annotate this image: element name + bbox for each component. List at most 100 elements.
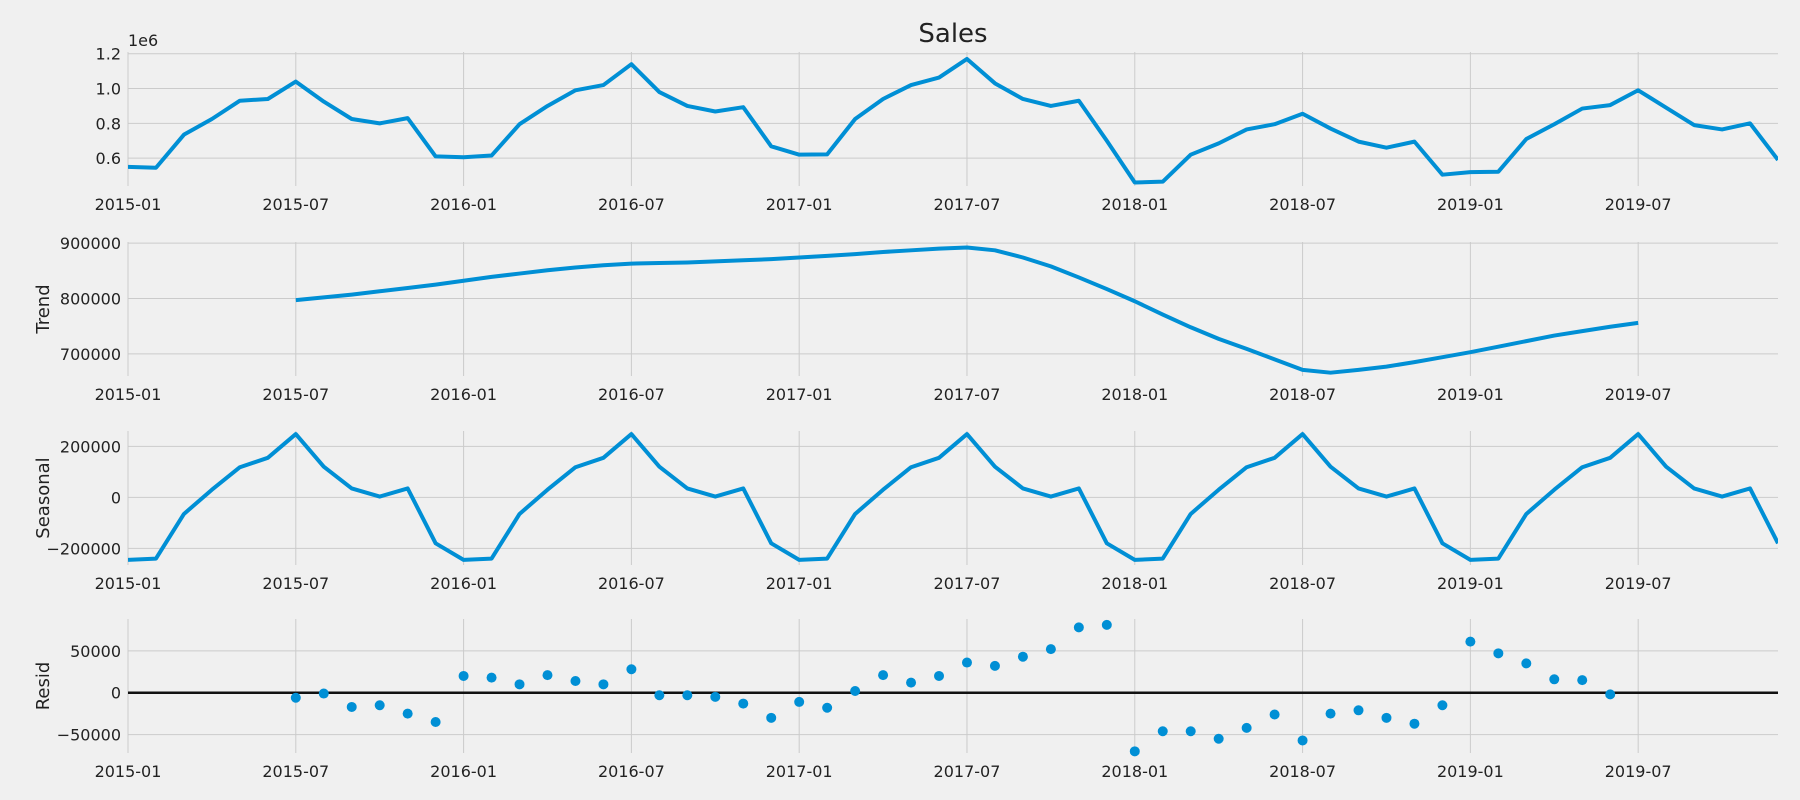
resid-point <box>318 688 329 699</box>
x-tick-label: 2019-01 <box>1437 762 1504 781</box>
resid-point <box>1521 658 1532 669</box>
panel-sales: 2015-01 2015-07 2016-01 2016-07 2017-01 2017-… <box>95 19 1778 214</box>
x-tick-label: 2015-01 <box>95 385 162 404</box>
series-line <box>128 56 1778 185</box>
resid-point <box>598 679 609 690</box>
resid-point <box>1129 746 1140 757</box>
x-tick-label: 2015-01 <box>95 574 162 593</box>
resid-point <box>1101 619 1112 630</box>
x-tick-label: 2016-01 <box>430 195 497 214</box>
resid-point <box>850 686 861 697</box>
resid-point <box>458 670 469 681</box>
panel-trend: 2015-01 2015-07 2016-01 2016-07 2017-01 2017-… <box>33 234 1778 404</box>
y-tick-label: 0.6 <box>96 149 121 168</box>
resid-point <box>1213 733 1224 744</box>
x-tick-label: 2016-01 <box>430 385 497 404</box>
resid-point <box>1381 712 1392 723</box>
x-tick-label: 2015-01 <box>95 762 162 781</box>
x-tick-label: 2019-07 <box>1605 195 1672 214</box>
resid-point <box>430 717 441 728</box>
x-tick-label: 2016-01 <box>430 762 497 781</box>
resid-point <box>794 696 805 707</box>
resid-point <box>514 679 525 690</box>
x-tick-label: 2019-01 <box>1437 574 1504 593</box>
resid-point <box>486 672 497 683</box>
resid-point <box>822 702 833 713</box>
y-tick-label: 1.2 <box>96 45 121 64</box>
y-tick-label: −200000 <box>47 539 121 558</box>
y-tick-label: 0 <box>111 684 121 703</box>
x-tick-label: 2015-01 <box>95 195 162 214</box>
resid-point <box>1325 708 1336 719</box>
x-tick-label: 2015-07 <box>262 385 329 404</box>
y-tick-label: 800000 <box>60 289 121 308</box>
x-tick-label: 2018-07 <box>1269 195 1336 214</box>
panel-seasonal: 2015-01 2015-07 2016-01 2016-07 2017-01 2017-… <box>33 431 1778 593</box>
x-tick-label: 2019-01 <box>1437 385 1504 404</box>
x-tick-label: 2015-07 <box>262 762 329 781</box>
x-tick-label: 2017-01 <box>766 762 833 781</box>
resid-point <box>374 700 385 711</box>
x-tick-label: 2019-07 <box>1605 385 1672 404</box>
y-tick-label: −50000 <box>57 726 121 745</box>
chart-title: Sales <box>918 19 987 49</box>
x-tick-label: 2016-07 <box>598 762 665 781</box>
y-axis-label: Trend <box>33 284 54 334</box>
resid-point <box>1493 648 1504 659</box>
panel-resid: 2015-01 2015-07 2016-01 2016-07 2017-01 2017-… <box>33 619 1778 781</box>
resid-point <box>1297 735 1308 746</box>
x-tick-label: 2017-01 <box>766 195 833 214</box>
x-tick-label: 2018-07 <box>1269 385 1336 404</box>
resid-point <box>1353 705 1364 716</box>
y-axis-label: Resid <box>33 662 54 711</box>
x-tick-label: 2016-01 <box>430 574 497 593</box>
resid-point <box>989 660 1000 671</box>
x-tick-label: 2017-07 <box>934 385 1001 404</box>
y-tick-label: 50000 <box>70 642 121 661</box>
x-tick-label: 2015-07 <box>262 195 329 214</box>
resid-point <box>1437 700 1448 711</box>
resid-point <box>1269 709 1280 720</box>
y-tick-label: 0 <box>111 488 121 507</box>
x-tick-label: 2019-07 <box>1605 762 1672 781</box>
axis-offset-label: 1e6 <box>128 31 158 50</box>
y-tick-label: 700000 <box>60 345 121 364</box>
resid-point <box>1409 718 1420 729</box>
series-line <box>295 245 1639 375</box>
resid-point <box>1017 651 1028 662</box>
resid-point <box>1605 689 1616 700</box>
y-tick-label: 200000 <box>60 437 121 456</box>
x-tick-label: 2016-07 <box>598 574 665 593</box>
resid-point <box>961 657 972 668</box>
x-tick-label: 2018-01 <box>1101 574 1168 593</box>
x-tick-label: 2016-07 <box>598 195 665 214</box>
resid-point <box>1157 726 1168 737</box>
resid-point <box>1241 722 1252 733</box>
x-tick-label: 2017-01 <box>766 574 833 593</box>
x-tick-label: 2017-07 <box>934 195 1001 214</box>
resid-point <box>738 698 749 709</box>
y-axis-label: Seasonal <box>33 457 54 538</box>
resid-point <box>878 670 889 681</box>
y-tick-label: 1.0 <box>96 80 121 99</box>
x-tick-label: 2018-01 <box>1101 762 1168 781</box>
x-tick-label: 2017-07 <box>934 762 1001 781</box>
resid-point <box>766 712 777 723</box>
y-tick-label: 0.8 <box>96 114 121 133</box>
x-tick-label: 2018-07 <box>1269 762 1336 781</box>
x-tick-label: 2016-07 <box>598 385 665 404</box>
resid-point <box>626 664 637 675</box>
resid-point <box>570 675 581 686</box>
resid-point <box>402 708 413 719</box>
x-tick-label: 2019-01 <box>1437 195 1504 214</box>
resid-point <box>1577 675 1588 686</box>
resid-point <box>710 691 721 702</box>
x-tick-label: 2017-07 <box>934 574 1001 593</box>
x-tick-label: 2019-07 <box>1605 574 1672 593</box>
x-tick-label: 2018-01 <box>1101 385 1168 404</box>
resid-point <box>1185 726 1196 737</box>
resid-point <box>542 670 553 681</box>
series-line <box>128 432 1778 562</box>
resid-point <box>1549 674 1560 685</box>
